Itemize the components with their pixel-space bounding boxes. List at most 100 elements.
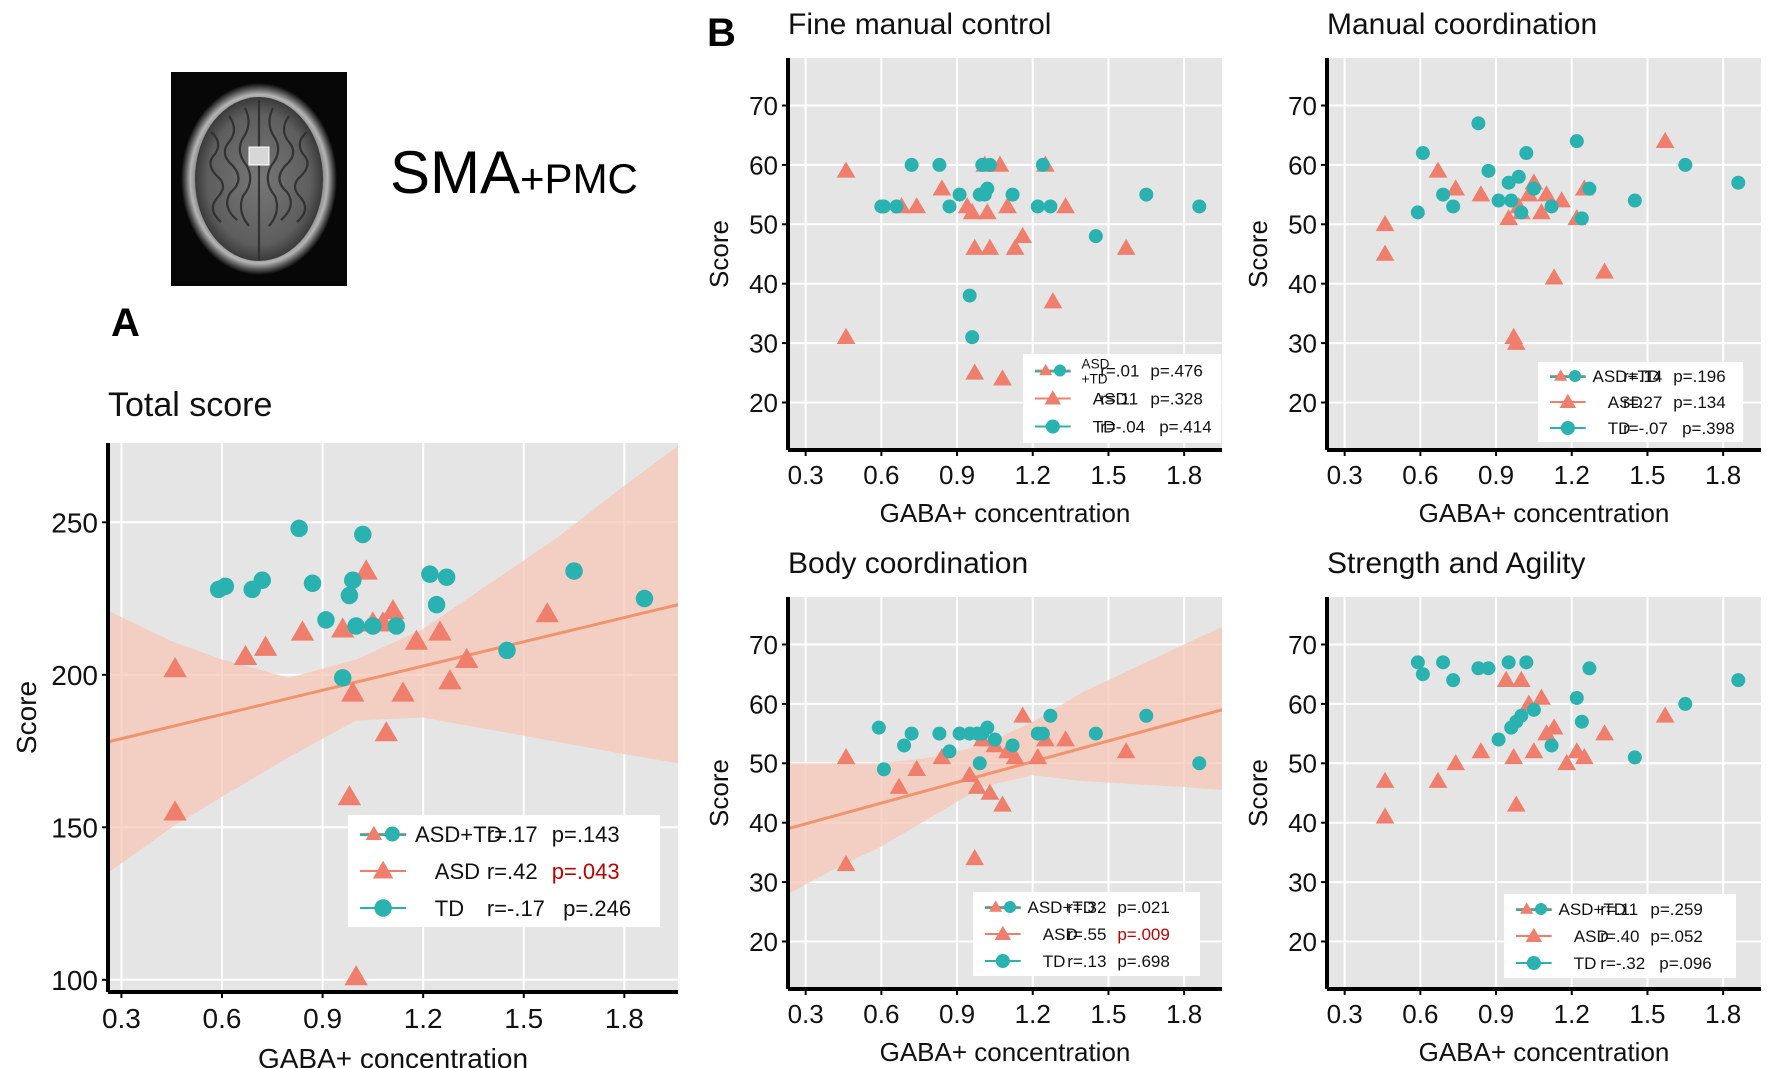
legend-label: TD	[1608, 419, 1631, 438]
point-asd	[163, 800, 187, 821]
roi-label: SMA+PMC	[390, 138, 638, 207]
x-tick-label: 1.8	[1166, 460, 1202, 490]
legend-stat-r: r=-.04	[1100, 418, 1145, 437]
chart-title: Body coordination	[788, 547, 1028, 580]
point-asd	[965, 238, 985, 255]
point-td	[354, 525, 372, 544]
point-td	[1501, 175, 1516, 190]
point-td	[1627, 750, 1642, 765]
point-asd	[1499, 209, 1519, 226]
point-td	[952, 187, 967, 202]
point-asd	[535, 602, 559, 623]
y-tick-label: 150	[51, 812, 98, 843]
legend-key-circle	[1568, 370, 1581, 382]
point-td	[1569, 690, 1584, 705]
point-td	[1410, 655, 1425, 670]
legend-key-circle	[1526, 956, 1541, 970]
y-tick-label: 60	[1288, 150, 1317, 180]
point-asd	[374, 721, 398, 742]
y-axis-title: Score	[1243, 759, 1273, 827]
legend-stat-p: p=.259	[1650, 900, 1702, 919]
x-tick-label: 0.6	[863, 999, 899, 1029]
point-asd	[960, 765, 980, 782]
point-td	[982, 157, 997, 172]
point-asd	[1375, 214, 1395, 232]
x-axis-title: GABA+ concentration	[1419, 498, 1670, 528]
panel-a-letter: A	[111, 301, 140, 345]
point-asd	[907, 197, 927, 214]
legend-stat-r: r=.01	[1100, 362, 1139, 381]
fit-layer	[836, 155, 1207, 386]
point-td	[1446, 673, 1461, 688]
point-td	[1582, 661, 1597, 676]
point-td	[897, 738, 912, 753]
y-tick-label: 60	[749, 150, 778, 180]
point-td	[889, 199, 904, 214]
roi-label-sub: +PMC	[520, 155, 638, 202]
point-asd	[233, 644, 258, 665]
brain-mri-drawing	[181, 83, 337, 275]
legend-key-circle	[995, 954, 1010, 968]
point-td	[216, 577, 235, 596]
legend-key-triangle	[1044, 390, 1062, 405]
point-td	[952, 726, 967, 741]
point-asd	[1506, 795, 1526, 812]
y-tick-label: 100	[51, 965, 98, 996]
point-td	[980, 181, 995, 196]
legend-label: TD	[1093, 418, 1116, 437]
y-tick-label: 70	[1288, 630, 1317, 660]
point-td	[1088, 726, 1103, 741]
point-asd	[965, 848, 985, 866]
point-td	[962, 288, 977, 303]
point-td	[1501, 655, 1516, 670]
x-tick-label: 1.5	[1090, 999, 1126, 1029]
legend-stat-p: p=.009	[1117, 925, 1169, 944]
x-tick-label: 0.3	[788, 999, 824, 1029]
point-td	[427, 595, 446, 614]
point-td	[290, 519, 308, 538]
point-td	[1192, 756, 1207, 771]
point-td	[344, 571, 362, 589]
fit-layer	[108, 446, 678, 986]
legend-key-triangle	[1559, 393, 1577, 408]
point-td	[1491, 193, 1506, 208]
legend-key-triangle	[365, 825, 383, 840]
legend-key-circle	[1560, 421, 1575, 435]
y-tick-label: 70	[1288, 91, 1317, 121]
brain-mri-image	[171, 72, 347, 286]
point-td	[1043, 708, 1058, 723]
point-td	[1139, 187, 1154, 202]
point-asd	[1496, 670, 1516, 687]
chart-title: Strength and Agility	[1327, 547, 1586, 580]
point-asd	[907, 759, 927, 777]
legend-stat-p: p=.134	[1673, 393, 1725, 412]
point-td	[253, 571, 271, 589]
roi-label-main: SMA	[390, 139, 521, 206]
legend-label: ASD+TD	[1559, 900, 1627, 919]
point-asd	[1428, 771, 1448, 788]
point-td	[340, 586, 359, 605]
point-asd	[1005, 748, 1025, 765]
legend-key-circle	[384, 826, 400, 842]
point-asd	[1511, 670, 1531, 687]
legend-stat-p: p=.398	[1682, 419, 1734, 438]
legend-label: ASD+TD	[415, 822, 502, 847]
y-tick-label: 40	[1288, 269, 1317, 299]
legend-label: ASD	[1574, 927, 1609, 946]
legend-label: +TD	[1082, 371, 1108, 386]
x-tick-label: 1.2	[1554, 999, 1590, 1029]
legend-stat-p: p=.196	[1673, 367, 1725, 386]
point-td	[1035, 726, 1050, 741]
x-tick-label: 0.9	[939, 999, 975, 1029]
point-td	[1574, 211, 1589, 226]
x-tick-label: 0.3	[788, 460, 824, 490]
chart-manual: 0.3 0.6 0.9 1.2 1.5 1.8 20 30 40 50 60 70 GABA+ conc…	[1243, 8, 1761, 528]
point-asd	[1375, 771, 1395, 788]
x-tick-label: 1.5	[1090, 460, 1126, 490]
point-td	[1415, 667, 1430, 682]
legend-key-circle	[374, 899, 392, 917]
point-asd	[1544, 268, 1564, 285]
